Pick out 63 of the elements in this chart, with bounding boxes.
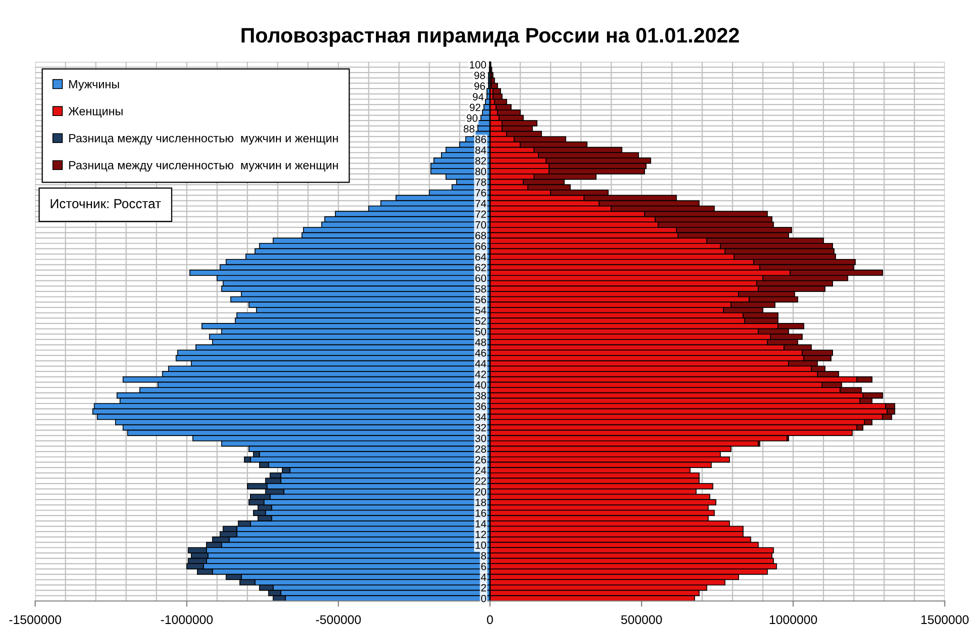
y-tick-label: 100 — [470, 61, 486, 68]
y-tick-label: 16 — [476, 509, 486, 517]
y-tick-label: 24 — [475, 466, 486, 474]
y-tick-label: 0 — [481, 594, 486, 602]
x-tick-label: 500000 — [621, 615, 662, 624]
y-tick-label: 74 — [475, 200, 486, 208]
y-tick-label: 62 — [475, 264, 486, 272]
y-tick-label: 76 — [475, 189, 486, 197]
chart-title: Половозрастная пирамида России на 01.01.2022 — [242, 28, 739, 47]
x-tick-label: -1500000 — [9, 615, 62, 624]
y-tick-label: 40 — [475, 381, 486, 389]
y-tick-label: 48 — [475, 338, 486, 346]
legend-label: Разница между численностью мужчин и женщин — [69, 134, 338, 145]
y-tick-label: 38 — [475, 392, 486, 400]
y-tick-label: 26 — [475, 456, 486, 464]
y-tick-label: 32 — [475, 424, 486, 432]
y-tick-label: 94 — [472, 93, 484, 100]
y-tick-label: 64 — [475, 253, 486, 261]
y-tick-label: 50 — [475, 328, 486, 336]
y-tick-label: 84 — [475, 146, 486, 154]
y-tick-label: 56 — [475, 296, 486, 304]
y-tick-label: 46 — [475, 349, 486, 357]
y-tick-label: 78 — [475, 178, 486, 186]
y-tick-label: 6 — [481, 562, 486, 570]
legend-label: Женщины — [68, 107, 123, 118]
y-tick-label: 58 — [475, 285, 486, 293]
y-tick-label: 86 — [475, 136, 486, 144]
y-tick-label: 52 — [475, 317, 486, 325]
y-tick-label: 88 — [464, 125, 474, 132]
y-tick-label: 20 — [475, 488, 486, 496]
y-tick-label: 28 — [475, 445, 486, 453]
y-tick-label: 30 — [475, 434, 486, 442]
y-tick-label: 4 — [480, 574, 486, 581]
y-tick-label: 14 — [476, 520, 486, 528]
y-tick-label: 66 — [475, 242, 486, 250]
x-tick-label: 1000000 — [770, 615, 818, 624]
y-tick-label: 82 — [475, 157, 486, 165]
y-tick-label: 68 — [475, 232, 486, 240]
y-tick-label: 60 — [475, 274, 486, 282]
x-tick-label: -1000000 — [160, 615, 213, 624]
y-tick-label: 10 — [476, 541, 486, 549]
y-tick-label: 54 — [475, 306, 486, 314]
y-tick-label: 92 — [470, 104, 480, 112]
annotation: Источник: Росстат — [50, 199, 161, 208]
y-tick-label: 42 — [475, 370, 486, 378]
y-tick-label: 98 — [474, 72, 485, 80]
y-tick-label: 8 — [481, 552, 486, 560]
y-tick-label: 18 — [476, 498, 486, 506]
x-tick-label: -500000 — [316, 615, 361, 624]
y-tick-label: 72 — [475, 210, 486, 218]
y-tick-label: 12 — [476, 530, 486, 538]
y-tick-label: 2 — [481, 584, 486, 592]
y-tick-label: 44 — [475, 360, 486, 368]
x-tick-label: 1500000 — [921, 615, 969, 624]
y-tick-label: 96 — [474, 82, 485, 90]
y-tick-label: 80 — [475, 168, 486, 176]
y-tick-label: 34 — [475, 413, 486, 421]
legend-label: Мужчины — [69, 80, 119, 91]
y-tick-label: 36 — [475, 402, 486, 410]
y-tick-label: 22 — [475, 477, 486, 485]
legend-label: Разница между численностью мужчин и женщин — [69, 161, 338, 172]
y-tick-label: 90 — [466, 114, 478, 122]
y-tick-label: 70 — [475, 221, 486, 229]
